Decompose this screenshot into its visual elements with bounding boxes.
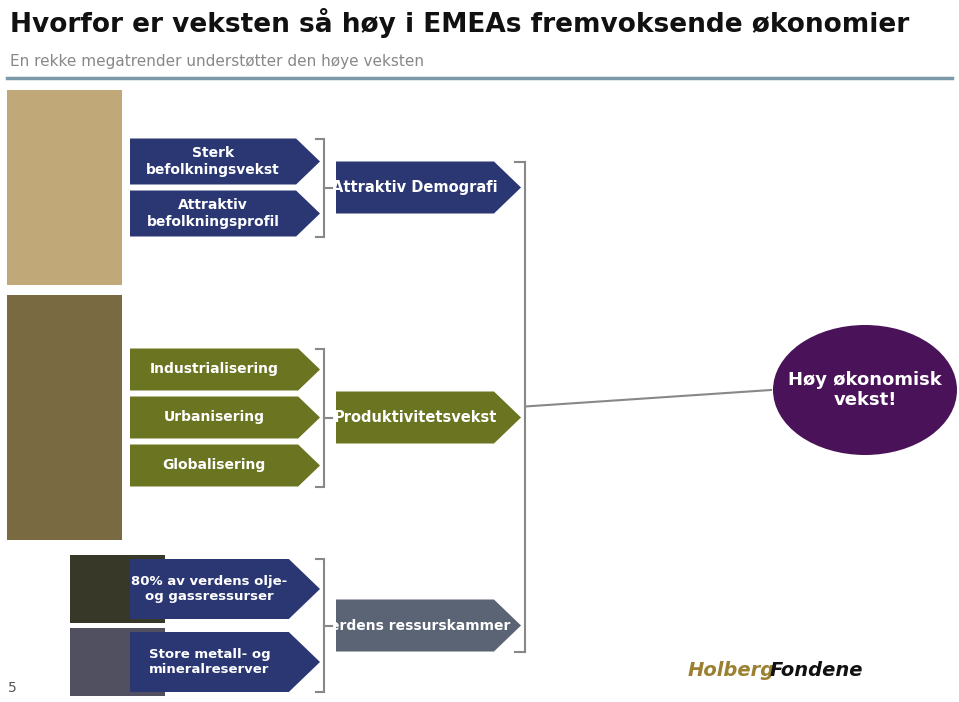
- Text: Attraktiv Demografi: Attraktiv Demografi: [332, 180, 498, 195]
- Text: Attraktiv
befolkningsprofil: Attraktiv befolkningsprofil: [147, 199, 279, 229]
- Polygon shape: [130, 397, 320, 439]
- Bar: [70, 628, 165, 696]
- Bar: [7, 90, 122, 285]
- Polygon shape: [130, 559, 320, 619]
- Text: En rekke megatrender understøtter den høye veksten: En rekke megatrender understøtter den hø…: [10, 54, 424, 69]
- Polygon shape: [130, 348, 320, 390]
- Polygon shape: [130, 138, 320, 185]
- Text: 5: 5: [8, 681, 16, 695]
- Bar: [7, 295, 122, 540]
- Text: Holberg: Holberg: [688, 661, 775, 680]
- Polygon shape: [336, 600, 521, 651]
- Text: Urbanisering: Urbanisering: [164, 411, 265, 425]
- Text: Store metall- og
mineralreserver: Store metall- og mineralreserver: [149, 648, 270, 676]
- Text: Globalisering: Globalisering: [162, 458, 266, 472]
- Polygon shape: [336, 161, 521, 213]
- Polygon shape: [130, 190, 320, 237]
- Text: Hvorfor er veksten så høy i EMEAs fremvoksende økonomier: Hvorfor er veksten så høy i EMEAs fremvo…: [10, 8, 909, 38]
- Text: Verdens ressurskammer: Verdens ressurskammer: [319, 618, 510, 633]
- Text: Industrialisering: Industrialisering: [150, 362, 278, 376]
- Polygon shape: [336, 392, 521, 444]
- Text: 80% av verdens olje-
og gassressurser: 80% av verdens olje- og gassressurser: [131, 575, 288, 603]
- Polygon shape: [130, 632, 320, 692]
- Polygon shape: [130, 444, 320, 486]
- Text: Produktivitetsvekst: Produktivitetsvekst: [334, 410, 497, 425]
- Ellipse shape: [773, 325, 957, 455]
- Text: Sterk
befolkningsvekst: Sterk befolkningsvekst: [146, 147, 280, 177]
- Bar: [70, 555, 165, 623]
- Text: Fondene: Fondene: [770, 661, 863, 680]
- Text: Høy økonomisk
vekst!: Høy økonomisk vekst!: [788, 371, 942, 409]
